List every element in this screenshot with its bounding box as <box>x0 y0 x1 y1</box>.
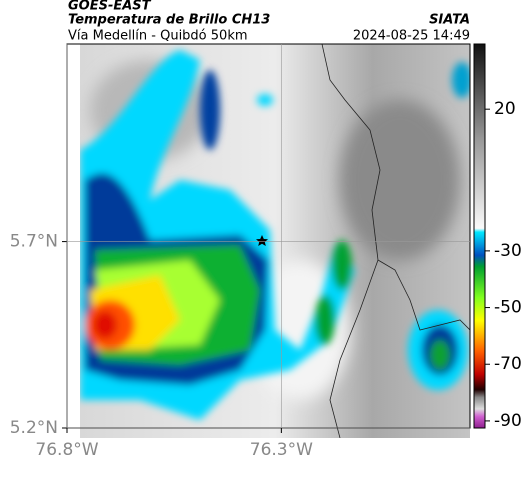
colorbar-tick-label: 20 <box>494 99 516 119</box>
satellite-image <box>80 44 470 438</box>
title: GOES-EAST <box>68 0 152 14</box>
colorbar <box>473 43 486 429</box>
location-marker <box>256 235 268 246</box>
y-tick-label: 5.2°N <box>10 418 58 438</box>
timestamp: 2024-08-25 14:49 <box>353 29 470 44</box>
subtitle: Temperatura de Brillo CH13 <box>68 13 270 28</box>
colorbar-tick-label: -50 <box>494 298 522 318</box>
colorbar-tick-label: -70 <box>494 354 522 374</box>
colorbar-tick-label: -30 <box>494 241 522 261</box>
colorbar-tick-label: -90 <box>494 411 522 431</box>
x-tick-label: 76.3°W <box>250 440 313 460</box>
source: SIATA <box>429 13 470 28</box>
y-tick-label: 5.7°N <box>10 232 58 252</box>
route: Vía Medellín - Quibdó 50km <box>68 29 248 44</box>
x-tick-label: 76.8°W <box>35 440 98 460</box>
